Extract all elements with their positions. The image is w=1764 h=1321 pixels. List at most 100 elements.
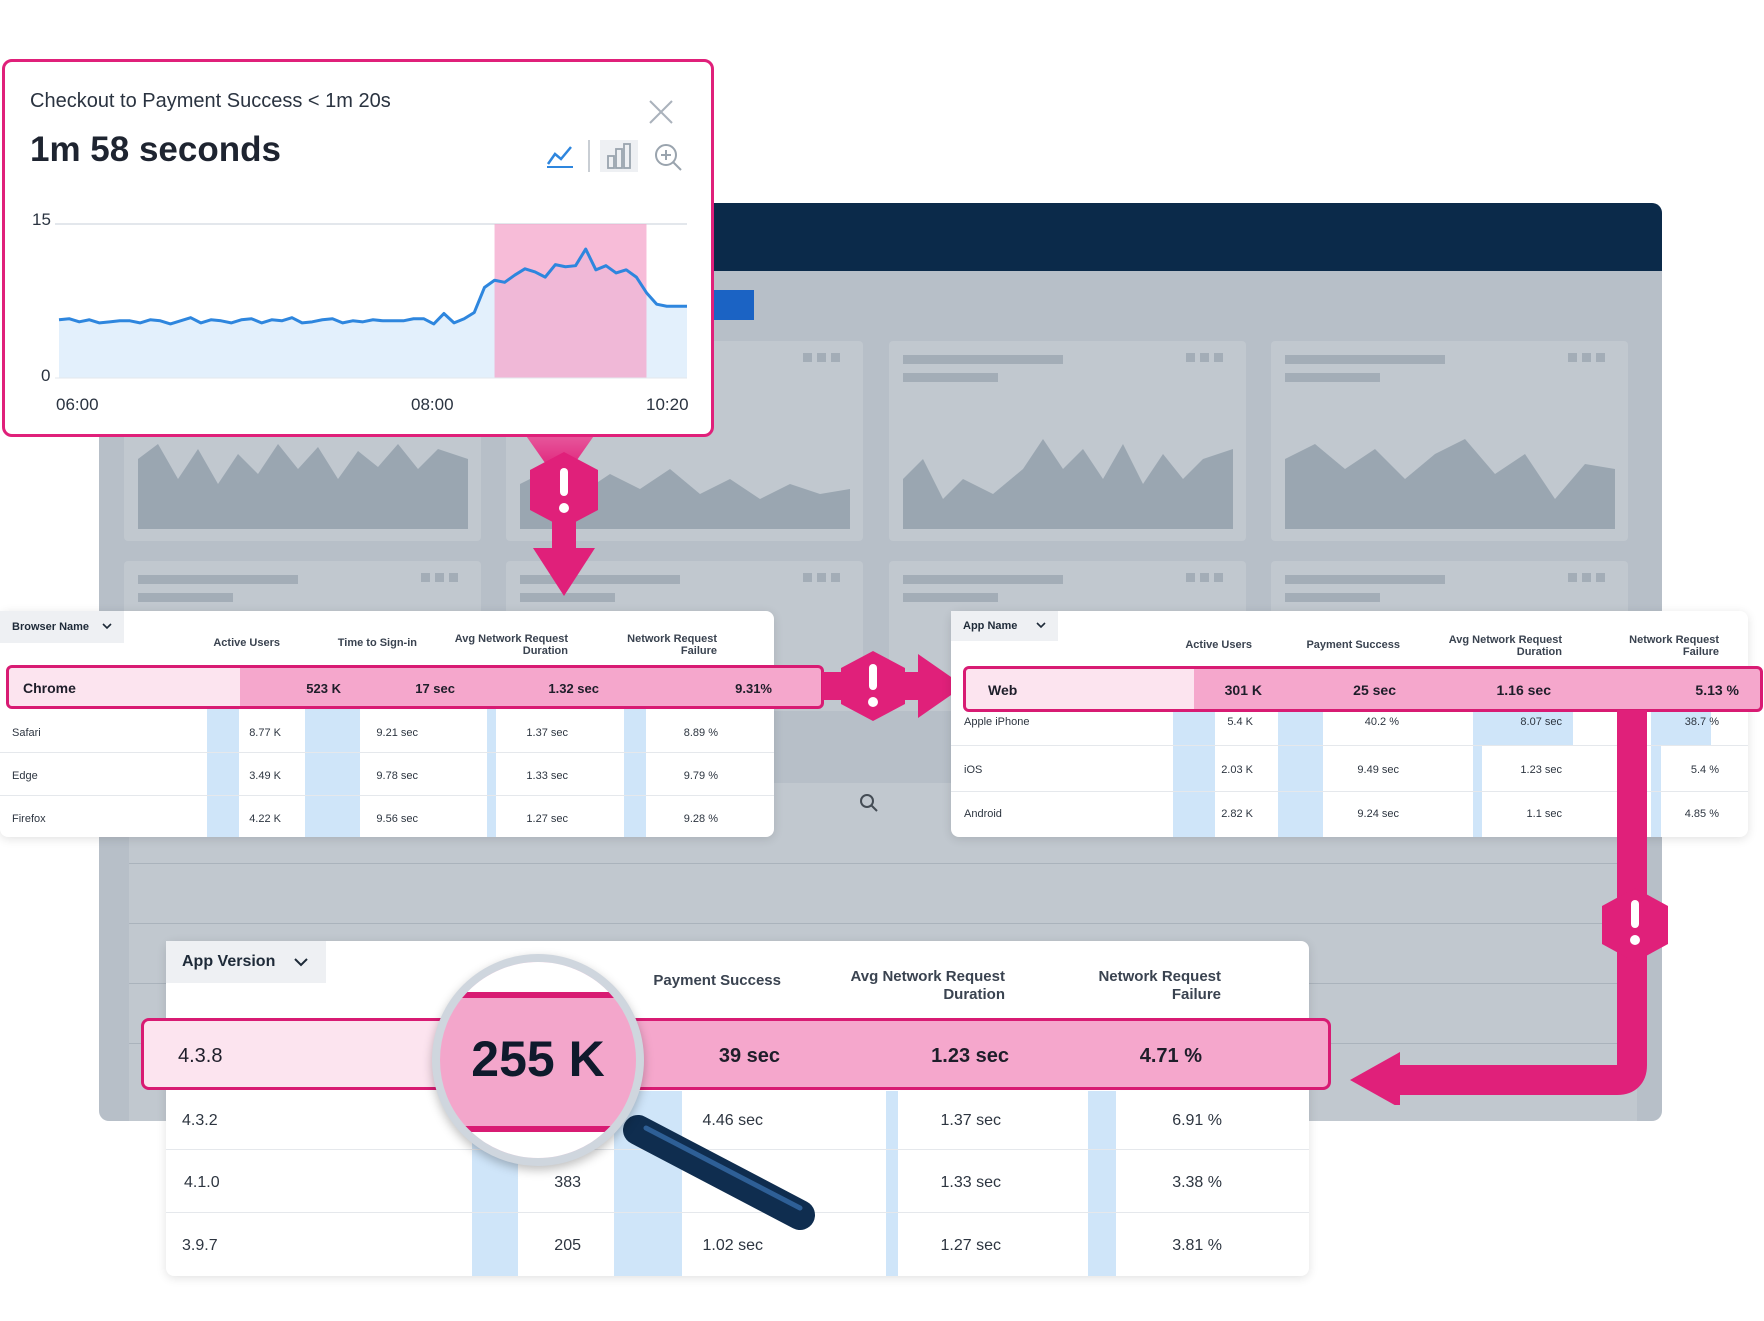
table-cell: 5.13 %: [1695, 682, 1739, 698]
value-bar: [886, 1091, 898, 1276]
row-name: 3.9.7: [182, 1237, 218, 1254]
table-cell: 1.32 sec: [548, 681, 599, 696]
column-header[interactable]: Network Request Failure: [627, 633, 717, 657]
table-cell: 1.33 sec: [526, 770, 568, 782]
value-bar: [1278, 709, 1323, 745]
value-bar: [305, 709, 360, 837]
table-cell: 1.27 sec: [940, 1237, 1001, 1254]
x-tick-label: 06:00: [56, 395, 99, 414]
line-chart: [55, 223, 687, 379]
popup-title: Checkout to Payment Success < 1m 20s: [30, 90, 391, 112]
table-cell: 5.4 %: [1690, 764, 1719, 776]
column-header[interactable]: Network Request Failure: [1629, 634, 1719, 658]
table-cell: 205: [554, 1237, 581, 1254]
column-header[interactable]: Time to Sign-in: [337, 637, 417, 649]
search-icon[interactable]: [859, 793, 879, 813]
value-bar: [487, 709, 496, 837]
table-cell: 1.33 sec: [940, 1174, 1001, 1191]
magnifier-handle: [623, 1115, 815, 1230]
column-header[interactable]: Network Request Failure: [1098, 968, 1221, 1003]
row-name: 4.3.2: [182, 1112, 218, 1129]
table-cell: 9.24 sec: [1357, 808, 1399, 820]
table-cell: 1.37 sec: [940, 1112, 1001, 1129]
magnified-value: 255 K: [471, 1031, 605, 1087]
metric-popup: Checkout to Payment Success < 1m 20s 1m …: [2, 59, 714, 437]
chevron-down-icon: [294, 958, 308, 967]
dropdown-label: Browser Name: [12, 621, 90, 633]
row-name: Apple iPhone: [964, 716, 1030, 728]
line-chart-icon[interactable]: [545, 142, 575, 170]
table-cell: 4.46 sec: [702, 1112, 763, 1129]
row-name: iOS: [964, 764, 983, 776]
magnifier: 255 K: [428, 950, 815, 1230]
x-tick-label: 10:20: [646, 395, 689, 414]
chevron-down-icon: [102, 623, 112, 630]
dropdown-label: App Version: [182, 953, 276, 970]
column-header[interactable]: Avg Network Request Duration: [454, 633, 568, 657]
table-cell: 5.4 K: [1227, 716, 1253, 728]
highlighted-row-web[interactable]: Web 301 K 25 sec 1.16 sec 5.13 %: [963, 666, 1763, 712]
y-tick-label: 0: [41, 366, 51, 385]
table-cell: 40.2 %: [1364, 716, 1399, 728]
row-name: Web: [988, 682, 1018, 698]
column-header[interactable]: Active Users: [1185, 639, 1252, 651]
zoom-in-icon[interactable]: [653, 142, 683, 172]
table-cell: 1.1 sec: [1526, 808, 1562, 820]
table-cell: 2.82 K: [1221, 808, 1253, 820]
column-header[interactable]: Avg Network Request Duration: [850, 968, 1005, 1003]
table-cell: 2.03 K: [1221, 764, 1253, 776]
highlighted-row-4-3-8[interactable]: 4.3.8 39 sec 1.23 sec 4.71 %: [141, 1018, 1331, 1090]
table-cell: 523 K: [306, 681, 341, 696]
table-cell: 9.28 %: [683, 813, 718, 825]
connector-arrow: [1350, 710, 1668, 1105]
table-cell: 301 K: [1224, 682, 1262, 698]
column-header[interactable]: Avg Network Request Duration: [1448, 634, 1562, 658]
dashboard-tile: [889, 341, 1246, 541]
table-cell: 1.23 sec: [1520, 764, 1562, 776]
close-icon[interactable]: [647, 98, 675, 126]
bar-chart-icon[interactable]: [600, 140, 638, 172]
browser-name-dropdown[interactable]: Browser Name: [0, 611, 124, 643]
app-table: App Name Active Users Payment Success Av…: [951, 611, 1748, 837]
table-cell: 1.37 sec: [526, 727, 568, 739]
row-name: 4.3.8: [178, 1045, 223, 1067]
column-header[interactable]: Payment Success: [653, 972, 781, 989]
down-arrow: [533, 520, 595, 596]
table-cell: 39 sec: [718, 1045, 780, 1067]
row-name: Firefox: [12, 813, 46, 825]
table-cell: 4.71 %: [1139, 1045, 1202, 1067]
table-cell: 8.07 sec: [1520, 716, 1562, 728]
column-header[interactable]: Payment Success: [1306, 639, 1400, 651]
row-name: Safari: [12, 727, 41, 739]
table-cell: 1.16 sec: [1496, 682, 1552, 698]
table-cell: 4.85 %: [1684, 808, 1719, 820]
table-cell: 9.31%: [735, 681, 772, 696]
value-bar: [1651, 709, 1661, 837]
table-cell: 9.78 sec: [376, 770, 418, 782]
right-arrow: [822, 651, 964, 721]
magnifier-lens: 255 K: [432, 954, 644, 1166]
column-header[interactable]: Active Users: [213, 637, 280, 649]
table-cell: 9.21 sec: [376, 727, 418, 739]
icon-divider: [588, 140, 590, 172]
table-cell: 9.79 %: [683, 770, 718, 782]
alert-badge: [530, 452, 598, 528]
row-name: Edge: [12, 770, 38, 782]
browser-table: Browser Name Active Users Time to Sign-i…: [0, 611, 774, 837]
row-name: Chrome: [23, 680, 76, 696]
y-tick-label: 15: [32, 210, 51, 229]
row-name: 4.1.0: [184, 1174, 220, 1191]
value-bar: [1088, 1091, 1116, 1276]
x-tick-label: 08:00: [411, 395, 454, 414]
table-cell: 17 sec: [415, 681, 455, 696]
highlighted-row-chrome[interactable]: Chrome 523 K 17 sec 1.32 sec 9.31%: [6, 665, 824, 709]
table-cell: 8.89 %: [683, 727, 718, 739]
table-cell: 1.23 sec: [931, 1045, 1009, 1067]
app-name-dropdown[interactable]: App Name: [951, 611, 1058, 641]
app-version-dropdown[interactable]: App Version: [166, 941, 326, 983]
table-cell: 3.38 %: [1172, 1174, 1222, 1191]
table-cell: 38.7 %: [1684, 716, 1719, 728]
anomaly-highlight: [494, 224, 647, 378]
dashboard-tile: [1271, 341, 1628, 541]
row-name: Android: [964, 808, 1002, 820]
